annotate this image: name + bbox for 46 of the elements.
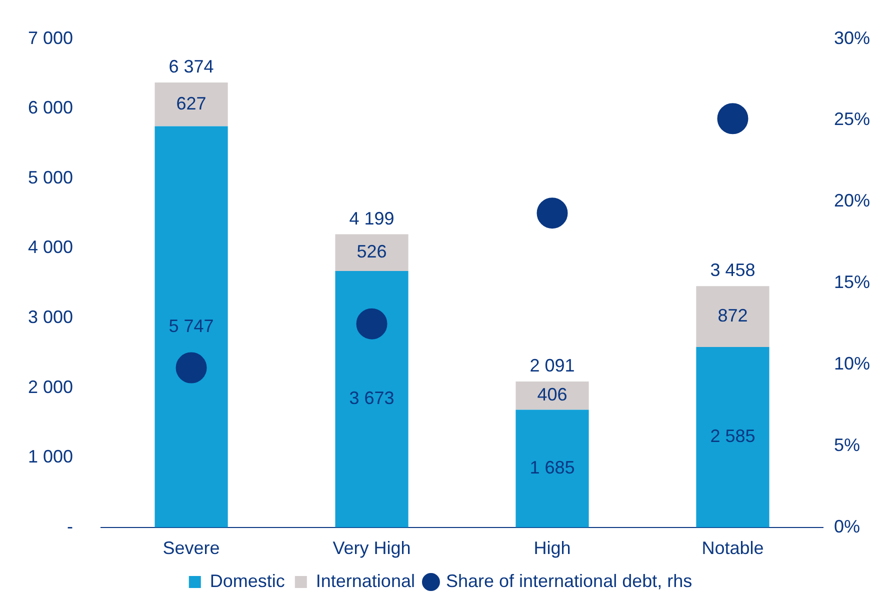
- total-label: 2 091: [530, 355, 575, 376]
- bar: [516, 410, 589, 528]
- point: [356, 308, 388, 340]
- data-label: 3 673: [349, 388, 394, 408]
- y-tick-label: 7 000: [28, 28, 74, 48]
- y2-tick-label: 15%: [834, 272, 870, 292]
- y-tick-label: 1 000: [28, 446, 74, 467]
- y-tick-label: 2 000: [28, 376, 74, 397]
- point: [536, 198, 568, 229]
- bar: [516, 381, 589, 410]
- x-tick-label: High: [534, 538, 571, 558]
- y2-tick-label: 25%: [834, 109, 870, 130]
- legend-label: Share of international debt, rhs: [446, 570, 692, 591]
- bar: [154, 126, 228, 528]
- y2-tick-label: 30%: [834, 28, 870, 48]
- bar: [696, 346, 770, 528]
- y2-tick-label: 5%: [834, 434, 860, 455]
- y2-tick-label: 10%: [834, 354, 870, 374]
- legend-label: Domestic: [210, 570, 285, 591]
- y2-tick-label: 0%: [834, 516, 860, 536]
- total-label: 4 199: [349, 208, 394, 228]
- data-label: 2 585: [710, 426, 756, 446]
- total-label: 3 458: [710, 260, 756, 280]
- y-tick-label: 5 000: [28, 167, 74, 188]
- legend-label: International: [316, 570, 415, 591]
- x-tick-label: Severe: [162, 538, 220, 558]
- x-tick-label: Notable: [702, 538, 764, 558]
- data-label: 872: [718, 306, 748, 326]
- y-tick-label: 4 000: [28, 237, 74, 258]
- data-label: 1 685: [530, 458, 575, 478]
- x-tick-label: Very High: [332, 538, 411, 558]
- y-tick-label: 6 000: [28, 98, 74, 118]
- data-label: 5 747: [168, 316, 214, 336]
- y-tick-label: -: [67, 516, 74, 536]
- data-label: 526: [356, 242, 387, 262]
- y2-tick-label: 20%: [834, 190, 870, 211]
- point: [717, 103, 748, 134]
- total-label: 6 374: [168, 56, 214, 76]
- bar: [696, 286, 770, 347]
- bar: [154, 82, 228, 126]
- point: [176, 352, 207, 384]
- bar: [335, 234, 408, 272]
- data-label: 406: [537, 384, 568, 405]
- data-label: 627: [176, 93, 206, 114]
- bar: [335, 271, 408, 528]
- y-tick-label: 3 000: [28, 306, 74, 327]
